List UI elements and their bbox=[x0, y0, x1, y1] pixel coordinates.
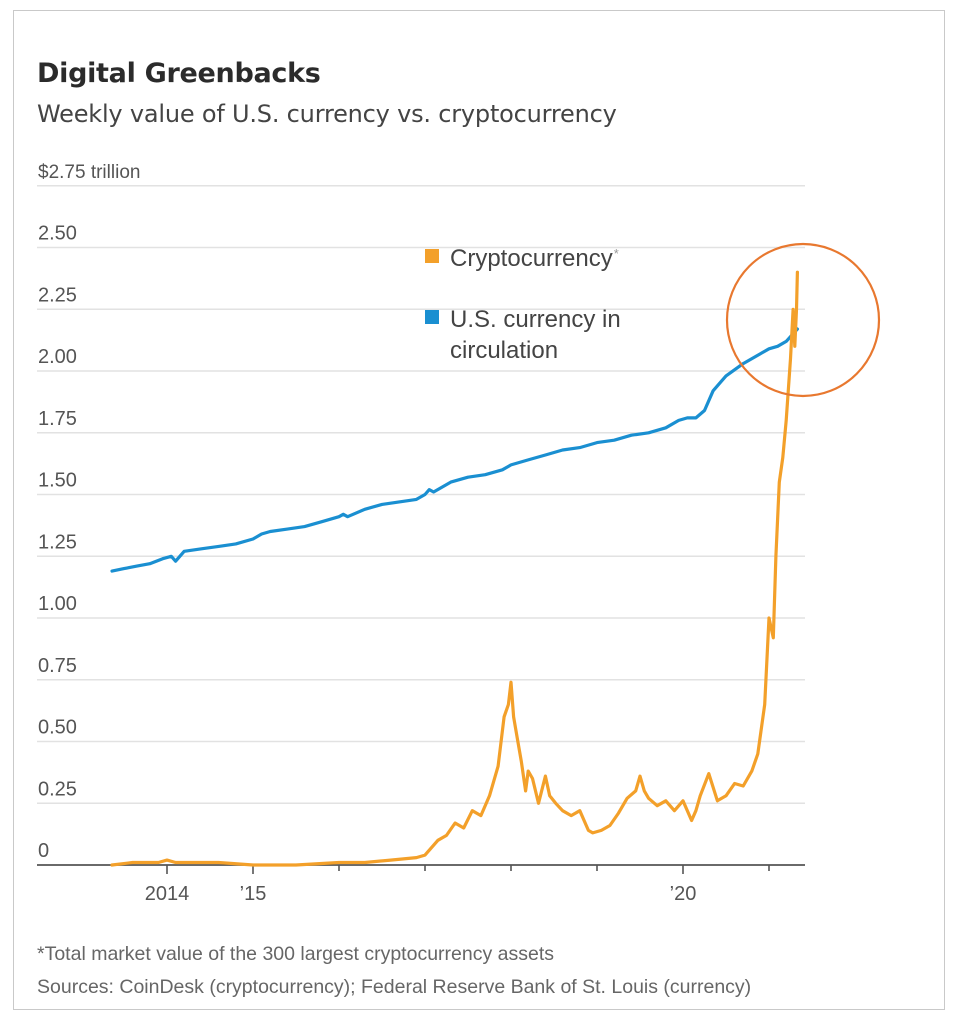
y-tick-label: 0.50 bbox=[38, 717, 77, 739]
legend-label-crypto: Cryptocurrency bbox=[450, 245, 613, 272]
legend: Cryptocurrency * U.S. currency in circul… bbox=[425, 245, 621, 364]
y-tick-label: 1.25 bbox=[38, 531, 77, 553]
y-tick-label: 1.75 bbox=[38, 408, 77, 430]
chart-subtitle: Weekly value of U.S. currency vs. crypto… bbox=[37, 100, 617, 128]
x-tick-label: 2014 bbox=[145, 883, 190, 905]
y-tick-label: 1.50 bbox=[38, 470, 77, 492]
y-tick-label: 0 bbox=[38, 840, 49, 862]
series-line-usd bbox=[110, 327, 799, 573]
y-axis-unit-label: $2.75 trillion bbox=[38, 162, 140, 183]
series-lines bbox=[110, 270, 799, 867]
legend-asterisk: * bbox=[614, 246, 619, 261]
y-tick-label: 0.75 bbox=[38, 655, 77, 677]
footnote: *Total market value of the 300 largest c… bbox=[37, 943, 554, 965]
y-tick-label: 2.50 bbox=[38, 223, 77, 245]
x-tick-label: ’15 bbox=[240, 883, 267, 905]
series-line-crypto bbox=[110, 270, 799, 867]
chart-card bbox=[13, 10, 945, 1010]
y-axis-tick-labels: 0 0.25 0.50 0.75 1.00 1.25 1.50 1.75 2.00 2.25 2.5… bbox=[38, 162, 140, 862]
x-tick-label: ’20 bbox=[670, 883, 697, 905]
x-axis: 2014 ’15 ’20 bbox=[37, 864, 805, 905]
y-tick-label: 2.25 bbox=[38, 284, 77, 306]
y-tick-label: 2.00 bbox=[38, 346, 77, 368]
annotation-circle bbox=[725, 242, 881, 398]
chart-title: Digital Greenbacks bbox=[37, 58, 321, 89]
y-tick-label: 1.00 bbox=[38, 593, 77, 615]
sources: Sources: CoinDesk (cryptocurrency); Fede… bbox=[37, 976, 752, 998]
legend-swatch-usd bbox=[425, 310, 439, 324]
legend-label-usd-line2: circulation bbox=[450, 337, 558, 364]
legend-label-usd-line1: U.S. currency in bbox=[450, 306, 621, 333]
gridlines bbox=[37, 185, 805, 804]
legend-swatch-crypto bbox=[425, 249, 439, 263]
y-tick-label: 0.25 bbox=[38, 778, 77, 800]
